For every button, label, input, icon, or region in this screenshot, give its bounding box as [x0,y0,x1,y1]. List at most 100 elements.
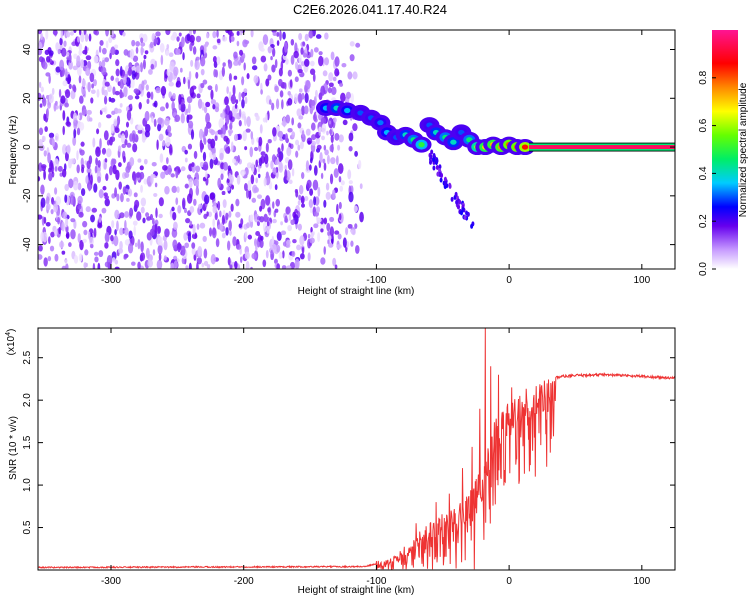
noise-speck [139,33,145,41]
noise-speck [65,233,70,239]
noise-speck [236,174,241,185]
noise-speck [235,211,241,218]
noise-speck [198,128,204,140]
noise-speck [78,43,83,51]
noise-speck [98,45,102,53]
noise-speck [281,143,284,152]
noise-speck [276,31,280,37]
noise-speck [110,46,116,56]
noise-speck [256,221,260,227]
noise-speck [130,78,135,89]
noise-speck [307,233,311,239]
noise-speck [79,121,85,131]
noise-speck [297,144,301,151]
noise-speck [63,163,67,171]
noise-speck [155,207,158,219]
noise-speck [280,230,287,236]
noise-speck [282,250,285,259]
noise-speck [55,66,61,73]
noise-speck [337,233,342,240]
noise-speck [270,160,274,170]
spectrogram-frame [37,29,676,270]
noise-speck [133,174,137,186]
noise-speck [251,197,257,203]
noise-speck [244,231,248,239]
x-tick-label: -100 [366,576,386,587]
noise-speck [78,253,83,262]
tail-mark [470,223,474,229]
noise-speck [193,198,197,206]
noise-speck [129,48,135,60]
noise-speck [124,138,128,146]
noise-speck [209,192,215,201]
noise-speck [177,205,182,214]
noise-speck [54,100,58,106]
noise-speck [157,117,163,125]
noise-speck [310,48,314,58]
noise-speck [262,34,269,46]
noise-speck [73,30,77,33]
noise-speck [153,192,158,197]
noise-speck [253,213,260,223]
noise-speck [115,68,120,77]
noise-speck [185,218,191,224]
noise-speck [143,54,147,60]
noise-speck [292,238,297,244]
noise-speck [79,149,85,156]
noise-speck [284,133,289,143]
noise-speck [259,205,263,212]
noise-speck [176,186,180,193]
noise-speck [316,217,322,223]
noise-speck [133,88,140,94]
noise-speck [216,38,221,44]
noise-speck [178,32,182,37]
noise-speck [68,83,72,90]
noise-speck [132,220,138,226]
noise-speck [135,65,141,73]
noise-speck [39,103,43,108]
noise-speck [136,211,142,221]
noise-speck [164,186,170,195]
noise-speck [244,146,248,151]
noise-speck [242,39,248,48]
noise-speck [106,148,112,158]
noise-speck [323,246,326,255]
noise-speck [116,193,120,202]
noise-speck [133,225,136,237]
noise-speck [244,251,250,260]
noise-speck [231,184,235,190]
noise-speck [146,91,151,99]
noise-speck [268,99,272,106]
noise-speck [265,112,268,123]
noise-speck [114,127,120,134]
noise-speck [353,205,358,213]
carrier-band-inner [529,145,675,150]
tail-mark [454,191,458,197]
noise-speck [301,129,305,138]
noise-speck [146,98,150,105]
noise-speck [290,54,295,66]
noise-speck [229,229,232,236]
noise-speck [47,152,51,164]
x-tick-label: 100 [633,576,650,587]
noise-speck [93,251,99,256]
noise-speck [265,195,271,206]
noise-speck [308,30,314,39]
noise-speck [204,126,209,137]
noise-speck [315,206,321,213]
noise-speck [132,55,139,62]
noise-speck [338,176,342,183]
noise-speck [135,46,139,54]
noise-speck [332,76,337,82]
noise-speck [259,239,264,249]
noise-speck [276,263,281,269]
noise-speck [277,78,283,87]
noise-speck [225,114,230,125]
noise-speck [189,220,193,227]
noise-speck [110,97,116,103]
noise-speck [320,257,326,265]
noise-speck [241,171,245,177]
y-tick-label: 0.5 [22,520,33,534]
noise-speck [263,63,268,72]
x-tick-label: 0 [506,275,512,286]
